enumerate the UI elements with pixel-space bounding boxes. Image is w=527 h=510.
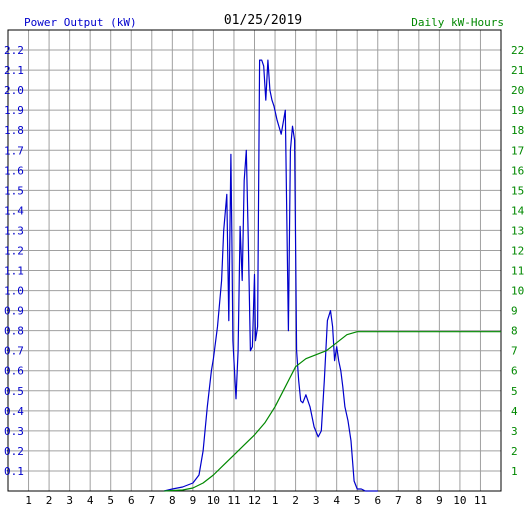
x-tick-label: 9: [436, 494, 443, 507]
left-tick-label: 1.6: [4, 164, 24, 177]
x-tick-label: 5: [107, 494, 114, 507]
right-tick-label: 20: [511, 84, 524, 97]
right-tick-label: 4: [511, 405, 518, 418]
right-tick-label: 22: [511, 44, 524, 57]
left-tick-label: 0.8: [4, 325, 24, 338]
right-axis-title: Daily kW-Hours: [411, 16, 504, 29]
right-tick-label: 19: [511, 104, 524, 117]
x-tick-label: 11: [227, 494, 240, 507]
series-group: [163, 59, 501, 492]
right-tick-label: 14: [511, 204, 525, 217]
left-tick-label: 1.9: [4, 104, 24, 117]
left-axis-title: Power Output (kW): [24, 16, 137, 29]
right-tick-label: 11: [511, 265, 524, 278]
x-tick-label: 2: [46, 494, 53, 507]
left-tick-label: 2.1: [4, 64, 24, 77]
x-tick-label: 1: [25, 494, 32, 507]
tick-labels: 0.1 0.2 0.3 0.4 0.5 0.6 0.7 0.8 0.9 1.0 1.1 1.2 1.3 1…: [4, 44, 525, 507]
x-tick-label: 5: [354, 494, 361, 507]
right-tick-label: 3: [511, 425, 518, 438]
left-tick-label: 1.3: [4, 224, 24, 237]
right-tick-label: 6: [511, 365, 518, 378]
left-tick-label: 1.7: [4, 144, 24, 157]
left-tick-label: 1.0: [4, 285, 24, 298]
right-tick-label: 12: [511, 244, 524, 257]
grid-lines: [8, 30, 501, 491]
left-tick-label: 1.8: [4, 124, 24, 137]
right-tick-label: 9: [511, 305, 518, 318]
left-tick-label: 0.1: [4, 465, 24, 478]
left-tick-label: 0.4: [4, 405, 24, 418]
left-tick-label: 0.5: [4, 385, 24, 398]
chart-title-date: 01/25/2019: [224, 13, 302, 28]
x-tick-label: 3: [313, 494, 320, 507]
right-tick-label: 7: [511, 345, 518, 358]
left-tick-label: 1.2: [4, 244, 24, 257]
left-tick-label: 0.9: [4, 305, 24, 318]
x-tick-label: 9: [190, 494, 197, 507]
left-tick-label: 0.2: [4, 445, 24, 458]
left-tick-label: 1.5: [4, 184, 24, 197]
right-tick-label: 21: [511, 64, 524, 77]
x-tick-label: 12: [248, 494, 261, 507]
right-tick-label: 8: [511, 325, 518, 338]
x-tick-label: 10: [453, 494, 466, 507]
power-output-line: [163, 59, 378, 492]
x-tick-label: 8: [169, 494, 176, 507]
x-tick-label: 10: [207, 494, 220, 507]
right-tick-label: 15: [511, 184, 524, 197]
x-tick-label: 11: [474, 494, 487, 507]
right-tick-label: 18: [511, 124, 524, 137]
x-tick-label: 4: [333, 494, 340, 507]
plot-frame: [7, 29, 502, 492]
x-tick-label: 6: [374, 494, 381, 507]
left-tick-label: 0.6: [4, 365, 24, 378]
right-tick-label: 5: [511, 385, 518, 398]
right-tick-label: 1: [511, 465, 518, 478]
left-tick-label: 2.0: [4, 84, 24, 97]
left-tick-label: 0.3: [4, 425, 24, 438]
right-tick-label: 17: [511, 144, 524, 157]
x-tick-label: 8: [416, 494, 423, 507]
right-tick-label: 2: [511, 445, 518, 458]
daily-kwh-line: [164, 331, 501, 492]
x-tick-label: 7: [395, 494, 402, 507]
left-tick-label: 1.1: [4, 265, 24, 278]
x-tick-label: 3: [66, 494, 73, 507]
left-tick-label: 0.7: [4, 345, 24, 358]
x-tick-label: 7: [148, 494, 155, 507]
x-tick-label: 6: [128, 494, 135, 507]
right-tick-label: 10: [511, 285, 524, 298]
left-tick-label: 1.4: [4, 204, 24, 217]
right-tick-label: 13: [511, 224, 524, 237]
left-tick-label: 2.2: [4, 44, 24, 57]
x-tick-label: 2: [292, 494, 299, 507]
x-tick-label: 1: [272, 494, 279, 507]
x-tick-label: 4: [87, 494, 94, 507]
right-tick-label: 16: [511, 164, 524, 177]
